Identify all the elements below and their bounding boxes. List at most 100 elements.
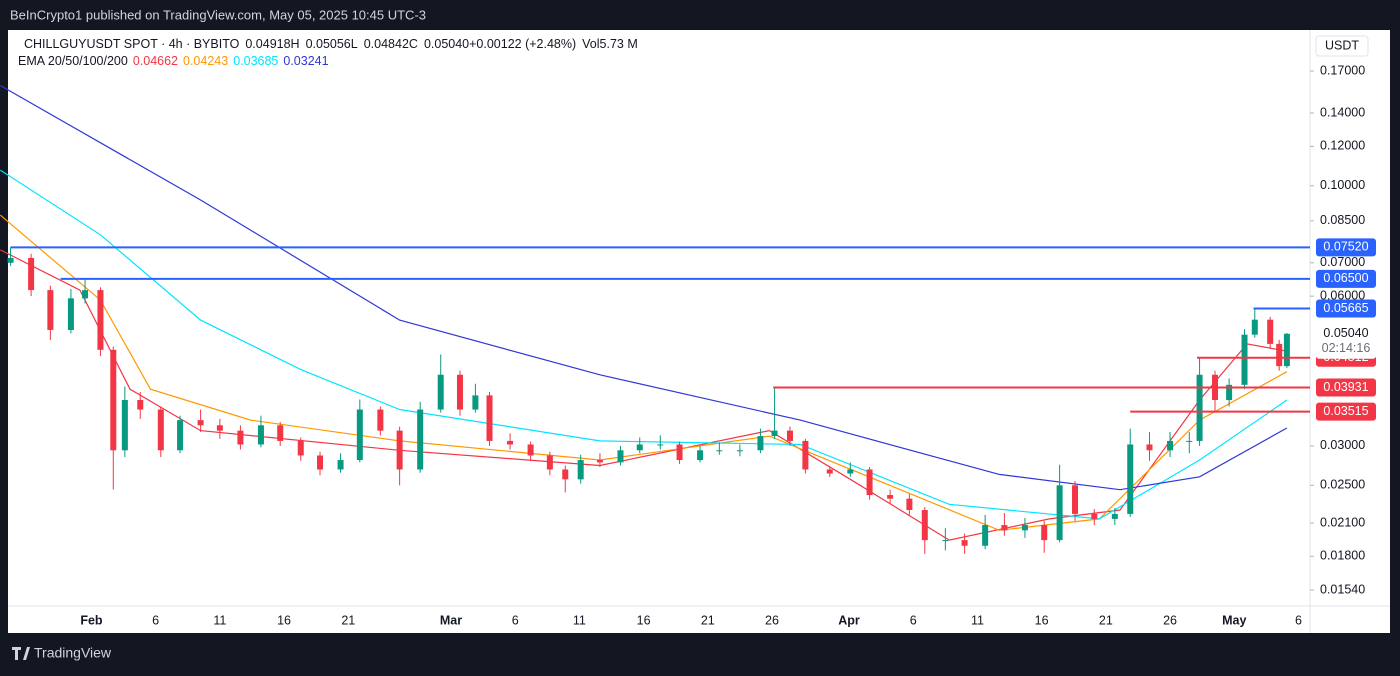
legend-item: CHILLGUYUSDT SPOT · 4h · BYBIT — [24, 37, 230, 51]
candle-body — [1021, 525, 1028, 531]
candle-body — [1196, 374, 1203, 441]
candle-body — [237, 430, 244, 445]
x-tick-label: 6 — [512, 613, 519, 627]
x-tick-label: 16 — [637, 613, 651, 627]
candle-body — [1111, 513, 1118, 519]
candle-body — [437, 374, 444, 410]
x-tick-label: 6 — [152, 613, 159, 627]
last-price-label: 0.05040 — [1323, 326, 1368, 340]
candle-body — [636, 444, 643, 451]
x-tick-label: 11 — [971, 613, 984, 627]
candle-body — [417, 409, 424, 470]
header: BeInCrypto1 published on TradingView.com… — [10, 7, 426, 22]
legend-row: CHILLGUYUSDT SPOT · 4h · BYBITO 0.04918H 0… — [24, 37, 638, 51]
ema-value: 0.03241 — [283, 54, 328, 68]
legend-item: 5.73 M — [600, 37, 638, 51]
ema-line — [0, 249, 1288, 541]
y-tick-label: 0.17000 — [1320, 63, 1365, 77]
level-label: 0.06500 — [1323, 271, 1368, 285]
candle-body — [866, 469, 873, 496]
candle-body — [1091, 513, 1098, 519]
legend-item: O — [230, 37, 240, 51]
candle-body — [961, 540, 968, 546]
ema-value: 0.04662 — [133, 54, 178, 68]
candle-body — [396, 430, 403, 470]
x-tick-label: 26 — [1163, 613, 1177, 627]
ema-title: EMA 20/50/100/200 — [18, 54, 128, 68]
ema-value: 0.04243 — [183, 54, 228, 68]
ema-line — [0, 214, 1288, 531]
candle-body — [486, 395, 493, 441]
x-tick-label: 16 — [1035, 613, 1049, 627]
y-tick-label: 0.03000 — [1320, 438, 1365, 452]
candle-body — [257, 425, 264, 445]
candle-body — [177, 420, 184, 451]
candle-body — [771, 430, 778, 437]
x-tick-label: 6 — [1295, 613, 1302, 627]
candle-body — [942, 540, 949, 542]
candle-body — [1241, 334, 1248, 385]
candle-body — [356, 409, 363, 461]
candle-body — [982, 525, 989, 546]
countdown: 02:14:16 — [1322, 341, 1371, 355]
candle-body — [1056, 485, 1063, 541]
candle-body — [906, 498, 913, 511]
y-tick-label: 0.08500 — [1320, 213, 1365, 227]
candle-body — [736, 450, 743, 452]
candle-body — [1001, 525, 1008, 531]
candle-body — [1186, 440, 1193, 442]
y-tick-label: 0.01800 — [1320, 549, 1365, 563]
candle-body — [317, 455, 324, 470]
level-label: 0.05665 — [1323, 301, 1368, 315]
candle-body — [507, 440, 514, 445]
candle-body — [137, 400, 144, 410]
level-tag — [1316, 402, 1376, 421]
candle-body — [1283, 333, 1290, 367]
level-label: 0.03515 — [1323, 404, 1368, 418]
legend-item: 0.05056 — [306, 37, 351, 51]
candle-body — [527, 444, 534, 456]
y-tick-label: 0.14000 — [1320, 105, 1365, 119]
legend-item: 0.04918 — [245, 37, 290, 51]
legend-item: H — [291, 37, 300, 51]
currency-box[interactable] — [1315, 35, 1369, 57]
x-tick-label: 21 — [341, 613, 355, 627]
candle-body — [216, 425, 223, 431]
candle-body — [921, 510, 928, 541]
candle-body — [7, 257, 14, 263]
candle-body — [697, 450, 704, 461]
candle-body — [826, 469, 833, 474]
candle-body — [1226, 384, 1233, 401]
level-tag — [1316, 299, 1376, 318]
candle-body — [67, 298, 74, 330]
legend-item: Vol — [582, 37, 599, 51]
x-tick-label: 11 — [573, 613, 586, 627]
level-tag — [1316, 269, 1376, 288]
y-tick-label: 0.02100 — [1320, 515, 1365, 529]
candle-body — [28, 257, 35, 291]
y-tick-label: 0.02500 — [1320, 478, 1365, 492]
candle-body — [337, 460, 344, 470]
level-label: 0.03931 — [1323, 380, 1368, 394]
level-tag — [1316, 238, 1376, 257]
legend-item: 0.04842 — [364, 37, 409, 51]
candle-body — [596, 460, 603, 463]
legend-item: +0.00122 (+2.48%) — [469, 37, 576, 51]
candle-body — [1276, 343, 1283, 367]
candle-body — [1146, 444, 1153, 451]
candle-body — [577, 460, 584, 480]
candle-body — [97, 290, 104, 350]
x-tick-label: Apr — [838, 613, 860, 627]
candle-body — [802, 440, 809, 470]
candle-body — [676, 444, 683, 461]
level-tag — [1316, 378, 1376, 397]
candle-body — [1267, 319, 1274, 344]
candle-body — [1167, 440, 1174, 451]
candle-body — [562, 469, 569, 480]
candle-body — [47, 290, 54, 330]
logo — [12, 647, 30, 660]
candle-body — [657, 444, 664, 446]
ema-line — [0, 84, 1288, 491]
